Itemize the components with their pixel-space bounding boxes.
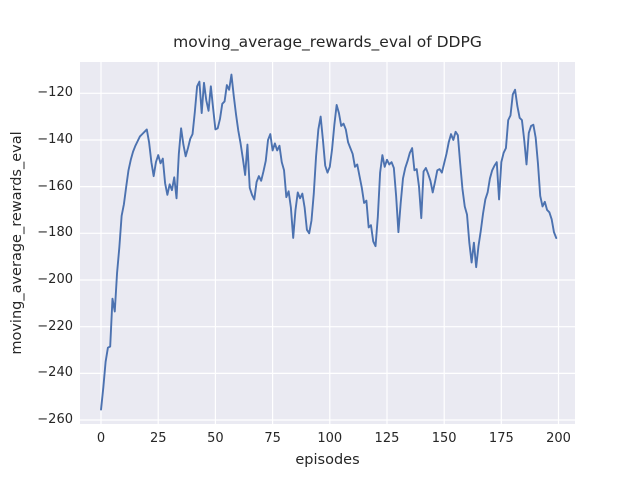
x-tick-label: 175 [488,431,514,446]
x-tick-label: 75 [264,431,281,446]
x-tick-label: 50 [207,431,224,446]
plot-area [80,62,575,424]
y-tick-label: −240 [37,365,73,381]
x-tick-label: 200 [546,431,571,446]
x-tick-label: 25 [149,431,167,446]
y-tick-label: −160 [37,178,73,194]
axes-background [80,62,575,424]
line-series [100,73,558,411]
chart-title: moving_average_rewards_eval of DDPG [173,33,482,51]
y-tick-label: −140 [37,131,73,147]
x-tick-label: 125 [374,431,400,446]
x-tick-label: 0 [96,431,106,446]
x-axis-label: episodes [295,452,360,468]
y-tick-label: −180 [37,225,73,241]
y-tick-label: −220 [37,318,73,334]
x-tick-label: 100 [317,431,343,446]
y-tick-label: −120 [37,85,73,101]
y-tick-label: −260 [37,412,73,428]
y-tick-label: −200 [37,271,73,287]
x-tick-label: 150 [431,431,457,446]
y-axis-label: moving_average_rewards_eval [9,131,25,355]
